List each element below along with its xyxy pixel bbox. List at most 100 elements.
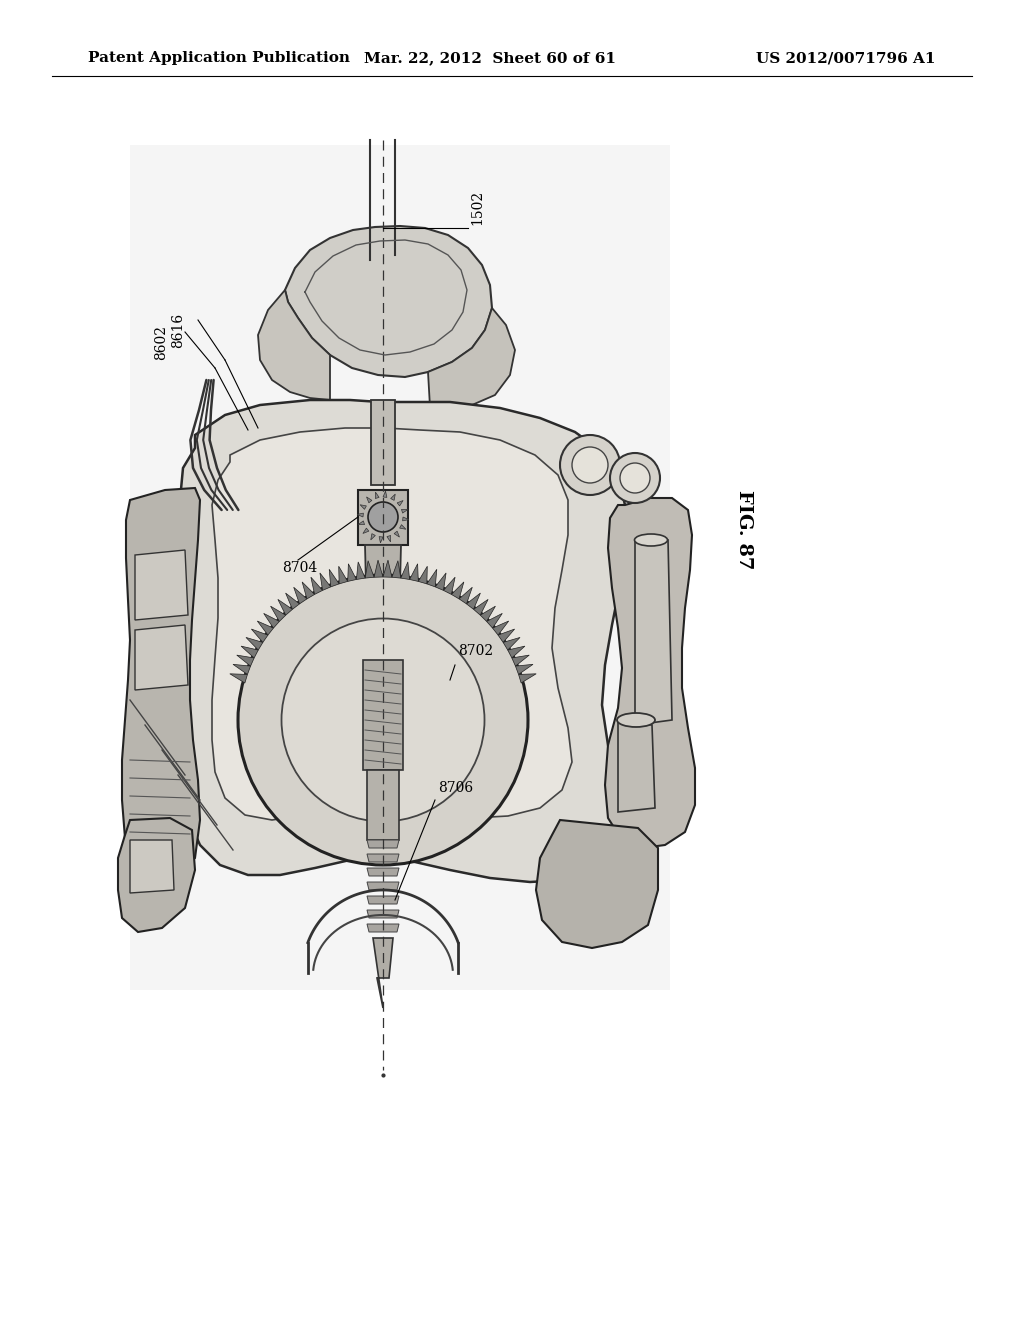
Polygon shape xyxy=(402,517,409,521)
Polygon shape xyxy=(367,854,399,862)
Polygon shape xyxy=(459,587,472,603)
Text: 1502: 1502 xyxy=(470,190,484,224)
Text: 8602: 8602 xyxy=(154,326,168,360)
Polygon shape xyxy=(258,290,330,400)
Polygon shape xyxy=(605,498,695,847)
Polygon shape xyxy=(480,606,496,622)
Polygon shape xyxy=(498,630,515,643)
Polygon shape xyxy=(367,869,399,876)
Polygon shape xyxy=(367,840,399,847)
Polygon shape xyxy=(452,582,464,599)
Polygon shape xyxy=(379,537,383,543)
Text: 8702: 8702 xyxy=(458,644,494,657)
Text: FIG. 87: FIG. 87 xyxy=(735,490,753,570)
Polygon shape xyxy=(367,896,399,904)
Ellipse shape xyxy=(635,535,668,546)
Circle shape xyxy=(368,502,398,532)
Polygon shape xyxy=(367,924,399,932)
Polygon shape xyxy=(130,840,174,894)
Polygon shape xyxy=(257,620,273,635)
Polygon shape xyxy=(319,573,331,590)
Polygon shape xyxy=(365,545,401,624)
Circle shape xyxy=(560,436,620,495)
Polygon shape xyxy=(383,491,387,498)
Circle shape xyxy=(620,463,650,492)
Text: US 2012/0071796 A1: US 2012/0071796 A1 xyxy=(757,51,936,65)
Polygon shape xyxy=(518,673,537,682)
Polygon shape xyxy=(536,820,658,948)
Polygon shape xyxy=(373,939,393,1008)
Polygon shape xyxy=(376,492,379,499)
Polygon shape xyxy=(410,564,418,581)
Polygon shape xyxy=(383,560,392,577)
Polygon shape xyxy=(362,528,369,533)
Polygon shape xyxy=(618,719,655,812)
Polygon shape xyxy=(355,620,411,645)
Polygon shape xyxy=(135,550,188,620)
Polygon shape xyxy=(512,655,529,667)
Polygon shape xyxy=(367,882,399,890)
Polygon shape xyxy=(285,226,492,378)
Polygon shape xyxy=(356,562,366,579)
Polygon shape xyxy=(397,500,403,506)
Polygon shape xyxy=(233,664,251,675)
Polygon shape xyxy=(428,308,515,408)
Text: 8616: 8616 xyxy=(171,313,185,347)
Polygon shape xyxy=(329,569,339,587)
Polygon shape xyxy=(212,428,572,820)
Polygon shape xyxy=(367,770,399,840)
Polygon shape xyxy=(229,673,248,682)
Polygon shape xyxy=(443,577,455,594)
Ellipse shape xyxy=(617,713,655,727)
Polygon shape xyxy=(251,630,268,643)
Polygon shape xyxy=(394,531,399,537)
Polygon shape xyxy=(122,488,200,873)
Polygon shape xyxy=(358,490,408,545)
Circle shape xyxy=(610,453,660,503)
Polygon shape xyxy=(371,400,395,484)
Polygon shape xyxy=(311,577,323,594)
Polygon shape xyxy=(366,561,374,578)
Polygon shape xyxy=(339,566,348,583)
Polygon shape xyxy=(635,540,672,725)
Polygon shape xyxy=(467,593,480,610)
Polygon shape xyxy=(135,624,188,690)
Polygon shape xyxy=(367,909,399,917)
Polygon shape xyxy=(367,496,372,503)
Circle shape xyxy=(282,619,484,821)
Polygon shape xyxy=(178,400,625,882)
Polygon shape xyxy=(508,645,525,657)
Polygon shape xyxy=(237,655,254,667)
Polygon shape xyxy=(371,533,376,540)
Polygon shape xyxy=(130,145,670,990)
Polygon shape xyxy=(473,599,488,615)
Polygon shape xyxy=(360,504,367,510)
Polygon shape xyxy=(348,564,356,581)
Polygon shape xyxy=(392,561,400,578)
Text: 8706: 8706 xyxy=(438,781,473,795)
Polygon shape xyxy=(401,510,408,513)
Circle shape xyxy=(572,447,608,483)
Polygon shape xyxy=(270,606,286,622)
Polygon shape xyxy=(390,494,395,500)
Polygon shape xyxy=(427,569,437,587)
Text: Patent Application Publication: Patent Application Publication xyxy=(88,51,350,65)
Polygon shape xyxy=(503,638,520,649)
Polygon shape xyxy=(362,660,403,770)
Polygon shape xyxy=(374,560,383,577)
Circle shape xyxy=(238,576,528,865)
Text: Mar. 22, 2012  Sheet 60 of 61: Mar. 22, 2012 Sheet 60 of 61 xyxy=(364,51,616,65)
Polygon shape xyxy=(493,620,509,635)
Polygon shape xyxy=(387,536,390,543)
Polygon shape xyxy=(357,513,364,517)
Polygon shape xyxy=(399,524,406,529)
Polygon shape xyxy=(515,664,534,675)
Polygon shape xyxy=(358,521,365,524)
Polygon shape xyxy=(118,818,195,932)
Polygon shape xyxy=(286,593,300,610)
Polygon shape xyxy=(264,614,280,628)
Polygon shape xyxy=(435,573,446,590)
Polygon shape xyxy=(246,638,263,649)
Polygon shape xyxy=(400,562,410,579)
Polygon shape xyxy=(418,566,427,583)
